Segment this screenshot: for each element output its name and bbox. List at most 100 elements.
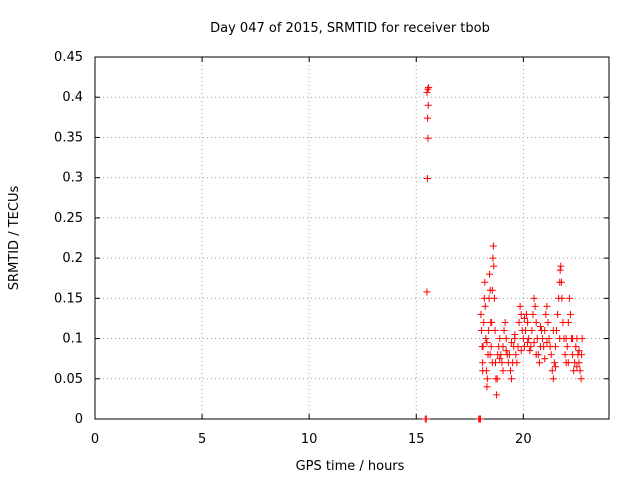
data-point	[500, 327, 508, 335]
data-point	[488, 318, 496, 326]
data-point	[543, 339, 551, 347]
data-point	[561, 351, 569, 359]
data-point	[514, 343, 522, 351]
data-point	[557, 262, 565, 270]
data-point	[493, 375, 501, 383]
data-point	[506, 367, 514, 375]
x-tick-label: 5	[198, 432, 206, 447]
data-point	[554, 310, 562, 318]
data-point	[493, 391, 501, 399]
data-point	[423, 174, 431, 182]
data-point	[478, 327, 486, 335]
data-point	[577, 375, 585, 383]
data-point	[477, 415, 484, 423]
data-point	[479, 367, 487, 375]
plot-frame	[94, 56, 610, 420]
data-point	[544, 318, 552, 326]
data-point	[501, 318, 509, 326]
data-point	[502, 347, 510, 355]
data-point	[576, 367, 584, 375]
x-axis-label: GPS time / hours	[296, 459, 405, 474]
data-point	[491, 327, 499, 335]
data-point	[488, 286, 496, 294]
data-point	[524, 318, 532, 326]
data-point	[487, 343, 495, 351]
data-point	[547, 351, 555, 359]
data-point	[508, 339, 516, 347]
data-point	[516, 302, 524, 310]
data-point	[525, 335, 533, 343]
data-point	[488, 359, 496, 367]
y-tick-label: 0	[75, 412, 83, 427]
data-point	[486, 351, 494, 359]
data-point	[570, 367, 578, 375]
y-tick-label: 0.45	[54, 50, 83, 65]
data-point	[543, 302, 551, 310]
data-point	[535, 359, 543, 367]
data-point	[532, 318, 540, 326]
data-point	[539, 335, 547, 343]
y-tick-label: 0.1	[62, 332, 83, 347]
data-point	[558, 294, 566, 302]
data-point	[423, 88, 431, 96]
data-point	[578, 335, 586, 343]
data-point	[490, 294, 498, 302]
data-point	[489, 254, 497, 262]
data-point	[483, 375, 491, 383]
data-point	[479, 359, 487, 367]
data-point	[569, 335, 577, 343]
data-point	[540, 343, 548, 351]
ticks: 0 5 10 15 20 0 0.05 0.1 0.15 0.2 0.25 0.3 0.35 0.4 0.4…	[54, 50, 609, 447]
data-point	[523, 310, 531, 318]
data-point	[508, 375, 516, 383]
data-point	[496, 335, 504, 343]
data-point	[520, 343, 528, 351]
chart-title: Day 047 of 2015, SRMTID for receiver tbo…	[210, 21, 490, 36]
data-point	[480, 318, 488, 326]
grid	[95, 57, 609, 419]
data-point	[536, 322, 544, 330]
data-point	[572, 343, 580, 351]
data-point	[565, 294, 573, 302]
data-point	[482, 335, 490, 343]
data-point	[556, 266, 564, 274]
data-point	[424, 85, 432, 93]
data-point	[532, 351, 540, 359]
data-point	[499, 367, 507, 375]
data-point	[557, 278, 565, 286]
data-point	[541, 327, 549, 335]
data-point	[524, 339, 532, 347]
data-point	[530, 339, 538, 347]
y-tick-label: 0.3	[62, 171, 83, 186]
data-point	[424, 101, 432, 109]
data-point	[499, 343, 507, 351]
data-point	[513, 359, 521, 367]
data-point	[424, 114, 432, 122]
data-point	[498, 359, 506, 367]
y-tick-label: 0.15	[54, 291, 83, 306]
x-tick-label: 0	[91, 432, 99, 447]
data-point	[477, 310, 485, 318]
data-point	[549, 375, 557, 383]
data-point	[520, 314, 528, 322]
data-point	[496, 355, 504, 363]
data-point	[550, 359, 558, 367]
data-point	[562, 335, 570, 343]
data-point	[485, 327, 493, 335]
y-tick-label: 0.2	[62, 251, 83, 266]
data-point	[527, 343, 535, 351]
data-point	[564, 359, 572, 367]
x-tick-label: 10	[301, 432, 318, 447]
data-point	[424, 134, 432, 142]
data-point	[512, 351, 520, 359]
data-point	[489, 242, 497, 250]
data-point	[541, 355, 549, 363]
data-point	[505, 351, 513, 359]
data-point	[556, 335, 564, 343]
data-point	[528, 327, 536, 335]
data-point	[548, 367, 556, 375]
data-point	[497, 351, 505, 359]
data-point	[521, 327, 529, 335]
data-point	[573, 363, 581, 371]
